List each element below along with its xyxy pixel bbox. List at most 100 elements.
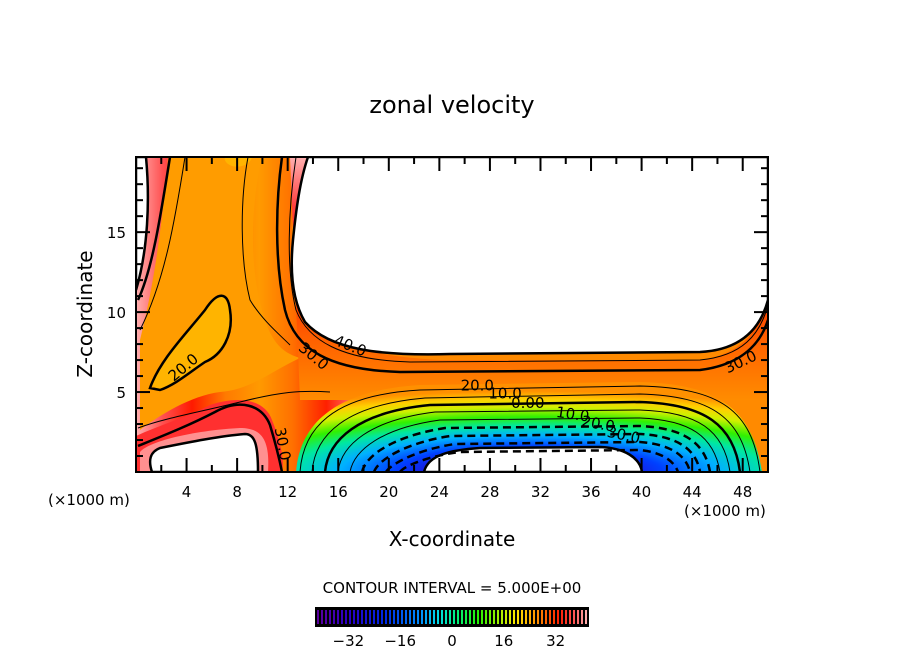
contour-line xyxy=(137,403,284,472)
contour-line xyxy=(384,440,692,472)
colorbar-swatch xyxy=(561,610,563,624)
colorbar-swatch xyxy=(489,610,491,624)
colorbar-swatch xyxy=(333,610,335,624)
contour-field: 20.0 30.0 40.030.020.010.00.0010.020.030.0… xyxy=(136,157,768,472)
x-tick-label: 24 xyxy=(430,483,449,501)
colorbar-swatch xyxy=(361,610,363,624)
colorbar-swatch xyxy=(505,610,507,624)
offscale-lower-left xyxy=(148,432,260,472)
colorbar-swatch xyxy=(421,610,423,624)
y-tick-label: 5 xyxy=(116,384,126,402)
colorbar-swatch xyxy=(557,610,559,624)
colorbar-swatch xyxy=(465,610,467,624)
offscale-negative-min xyxy=(422,445,644,472)
x-tick-label: 8 xyxy=(232,483,242,501)
colorbar-swatch xyxy=(417,610,419,624)
colorbar-swatch xyxy=(461,610,463,624)
chart-title: zonal velocity xyxy=(369,91,534,119)
x-tick-label: 36 xyxy=(581,483,600,501)
colorbar-swatch xyxy=(477,610,479,624)
colorbar-swatch xyxy=(433,610,435,624)
colorbar-swatch xyxy=(545,610,547,624)
colorbar-swatch xyxy=(577,610,579,624)
contour-line xyxy=(360,424,712,472)
y-axis-label: Z-coordinate xyxy=(73,250,97,377)
colorbar-swatch xyxy=(509,610,511,624)
colorbar-swatch xyxy=(517,610,519,624)
colorbar-tick-label: 16 xyxy=(494,632,513,650)
colorbar-swatch xyxy=(521,610,523,624)
contour-line xyxy=(241,157,291,346)
x-tick-label: 16 xyxy=(329,483,348,501)
contour-line xyxy=(337,409,731,472)
x-axis-label: X-coordinate xyxy=(389,527,516,551)
colorbar-swatch xyxy=(401,610,403,624)
colorbar-swatch xyxy=(485,610,487,624)
colorbar-swatch xyxy=(365,610,367,624)
contour-label: 10.0 xyxy=(488,384,521,402)
x-tick-label: 4 xyxy=(182,483,192,501)
colorbar-swatch xyxy=(537,610,539,624)
colorbar-tick-labels: −32 −16 0 16 32 xyxy=(333,632,566,650)
colorbar-swatch xyxy=(453,610,455,624)
contour-line xyxy=(148,294,233,392)
colorbar-swatch xyxy=(573,610,575,624)
colorbar-swatch xyxy=(349,610,351,624)
contour-label: 20.0 xyxy=(461,376,494,394)
x-tick-label: 12 xyxy=(278,483,297,501)
colorbar-swatch xyxy=(553,610,555,624)
contour-line xyxy=(299,385,761,472)
colorbar-swatch xyxy=(497,610,499,624)
colorbar-swatch xyxy=(329,610,331,624)
colorbar-swatch xyxy=(469,610,471,624)
x-axis-ticks: 4 8 12 16 20 24 28 32 36 40 44 48 xyxy=(160,157,752,501)
colorbar-swatch xyxy=(425,610,427,624)
colorbar-swatch xyxy=(413,610,415,624)
plot-frame xyxy=(135,156,769,473)
colorbar-swatch xyxy=(581,610,583,624)
colorbar-swatch xyxy=(369,610,371,624)
contour-line xyxy=(372,432,702,472)
colorbar-swatch xyxy=(345,610,347,624)
colorbar-swatch xyxy=(541,610,543,624)
colorbar-swatch xyxy=(429,610,431,624)
colorbar-swatch xyxy=(341,610,343,624)
colorbar-swatch xyxy=(409,610,411,624)
colorbar-swatch xyxy=(529,610,531,624)
contour-label: 0.00 xyxy=(511,394,544,412)
field-upper-band xyxy=(290,157,768,400)
x-tick-label: 32 xyxy=(531,483,550,501)
colorbar-tick-label: 0 xyxy=(447,632,457,650)
colorbar-tick-label: −32 xyxy=(333,632,365,650)
contour-line xyxy=(323,400,742,472)
colorbar-swatch xyxy=(493,610,495,624)
colorbar-swatch xyxy=(321,610,323,624)
colorbar-tick-label: 32 xyxy=(546,632,565,650)
contour-label: 10.0 xyxy=(555,403,591,425)
x-tick-label: 20 xyxy=(379,483,398,501)
contour-line xyxy=(311,393,751,472)
contour-line xyxy=(398,448,680,472)
y-axis-ticks: 5 10 15 xyxy=(107,167,768,458)
colorbar-frame xyxy=(315,607,589,627)
colorbar-swatch xyxy=(457,610,459,624)
colorbar-swatch xyxy=(405,610,407,624)
colorbar-swatch xyxy=(481,610,483,624)
colorbar-tick-label: −16 xyxy=(384,632,416,650)
colorbar-swatch xyxy=(385,610,387,624)
colorbar-swatch xyxy=(501,610,503,624)
contour-line xyxy=(275,157,768,374)
colorbar xyxy=(316,608,588,626)
contour-line xyxy=(136,157,172,301)
contour-label: 20.0 xyxy=(580,412,616,436)
x-tick-label: 48 xyxy=(733,483,752,501)
colorbar-swatch xyxy=(565,610,567,624)
colorbar-swatch xyxy=(353,610,355,624)
field-top-blob xyxy=(224,157,252,167)
colorbar-swatch xyxy=(449,610,451,624)
colorbar-swatch xyxy=(393,610,395,624)
colorbar-swatch xyxy=(337,610,339,624)
colorbar-swatch xyxy=(513,610,515,624)
x-tick-label: 40 xyxy=(632,483,651,501)
colorbar-swatch xyxy=(525,610,527,624)
